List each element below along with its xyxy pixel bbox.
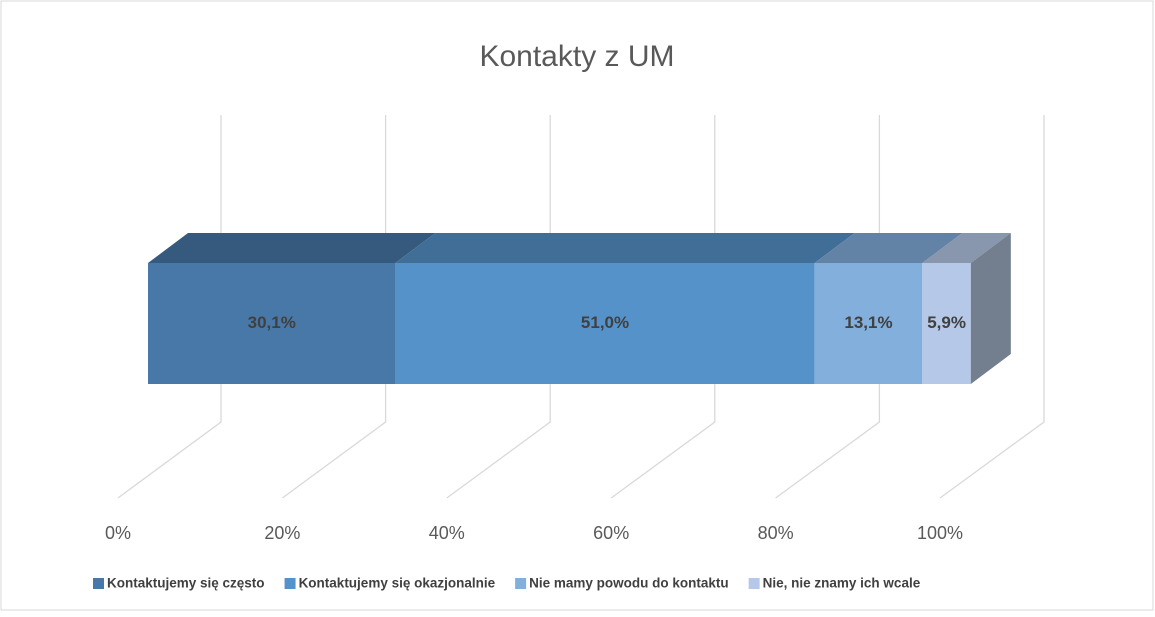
legend-swatch <box>284 578 296 589</box>
grid-line <box>446 115 551 499</box>
grid-line <box>775 115 881 499</box>
bar-top <box>148 233 436 263</box>
bar-top <box>922 233 1011 263</box>
bar-top <box>814 233 963 263</box>
grid-line <box>282 115 387 499</box>
x-tick-label: 0% <box>105 523 131 543</box>
bar <box>922 263 971 384</box>
x-tick-label: 60% <box>593 523 629 543</box>
legend-label: Nie mamy powodu do kontaktu <box>529 576 729 591</box>
bar-top <box>395 233 855 263</box>
grid-line <box>939 115 1045 499</box>
legend-swatch <box>515 578 527 589</box>
x-tick-label: 40% <box>429 523 465 543</box>
legend-swatch <box>93 578 104 589</box>
grid-line <box>610 115 716 499</box>
legend-swatch <box>748 578 760 589</box>
x-tick-label: 20% <box>264 523 300 543</box>
data-label: 30,1% <box>248 313 296 332</box>
chart-title: Kontakty z UM <box>479 40 674 73</box>
data-label: 51,0% <box>581 313 629 332</box>
data-label: 13,1% <box>844 313 892 332</box>
data-label: 5,9% <box>927 313 966 332</box>
bar <box>395 263 815 384</box>
legend-label: Kontaktujemy się często <box>107 576 265 591</box>
grid-line <box>117 115 222 499</box>
legend-label: Kontaktujemy się okazjonalnie <box>299 576 496 591</box>
bar <box>814 263 923 384</box>
bar <box>148 263 396 384</box>
x-tick-label: 100% <box>917 523 963 543</box>
x-tick-label: 80% <box>758 523 794 543</box>
bar-side <box>970 233 1011 384</box>
legend-label: Nie, nie znamy ich wcale <box>763 576 921 591</box>
